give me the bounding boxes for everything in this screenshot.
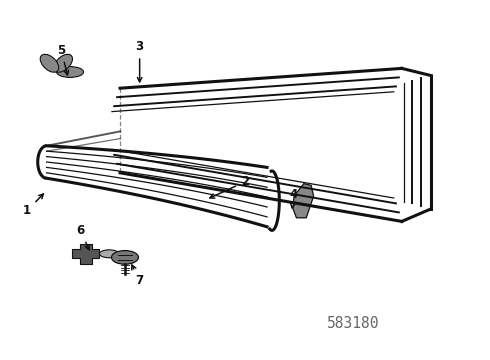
- Ellipse shape: [54, 54, 73, 72]
- Text: 5: 5: [57, 44, 69, 75]
- Ellipse shape: [99, 250, 119, 258]
- Text: 6: 6: [77, 224, 89, 250]
- Text: 2: 2: [210, 175, 249, 198]
- Polygon shape: [293, 184, 314, 218]
- Text: 3: 3: [136, 40, 144, 82]
- Ellipse shape: [40, 54, 59, 72]
- Ellipse shape: [57, 67, 83, 77]
- Ellipse shape: [112, 251, 138, 264]
- Text: 583180: 583180: [326, 316, 379, 332]
- Text: 7: 7: [132, 265, 144, 287]
- Polygon shape: [72, 244, 99, 264]
- Text: 4: 4: [290, 188, 298, 208]
- Text: 1: 1: [23, 194, 44, 217]
